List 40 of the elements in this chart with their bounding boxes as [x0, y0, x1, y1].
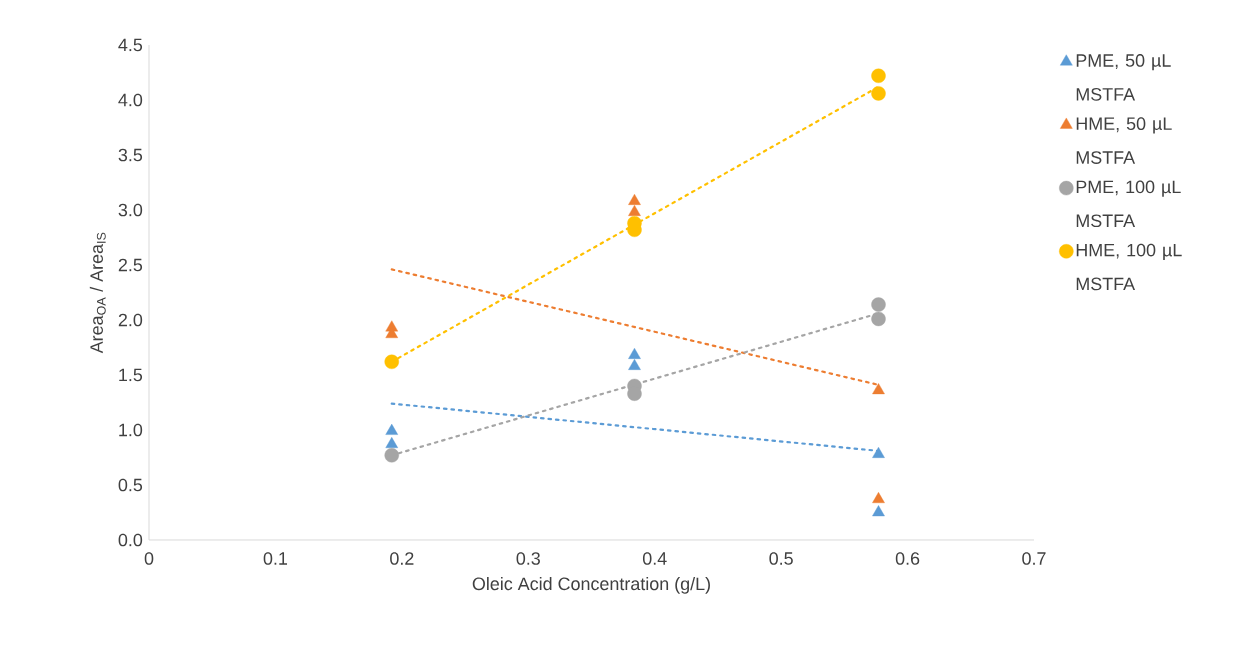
y-axis-title: Area$_{OA}$ / Area$_{IS}$	[89, 232, 106, 354]
x-tick-label: 0.4	[642, 552, 667, 565]
point	[628, 204, 641, 216]
point	[871, 86, 886, 101]
x-tick-label: 0.2	[390, 552, 414, 565]
x-tick-label: 0.1	[263, 552, 288, 565]
point	[872, 505, 885, 517]
y-tick-label: 4.5	[118, 38, 143, 52]
point	[871, 311, 886, 327]
y-tick-label: 0.0	[118, 533, 143, 547]
x-tick-label: 0	[144, 552, 154, 565]
x-tick-label: 0.3	[516, 552, 540, 565]
y-tick-label: 3.0	[118, 203, 143, 217]
point	[872, 383, 885, 395]
y-tick-label: 1.0	[119, 423, 143, 437]
y-tick-label: 2.0	[118, 313, 143, 327]
point	[628, 358, 641, 370]
point	[384, 354, 399, 369]
legend-label: HME, 100 µL MSTFA	[1076, 243, 1182, 291]
legend-label: PME, 50 µL MSTFA	[1076, 54, 1171, 101]
x-tick-label: 0.5	[769, 552, 793, 565]
y-tick-label: 4.0	[118, 93, 143, 107]
point	[384, 448, 399, 463]
point	[385, 423, 399, 435]
point	[385, 437, 399, 448]
x-tick-label: 0.6	[895, 552, 920, 565]
y-tick-label: 0.5	[118, 478, 143, 492]
legend-label: HME, 50 µL MSTFA	[1076, 117, 1172, 164]
point	[871, 297, 886, 312]
point	[872, 492, 885, 503]
y-tick-label: 1.5	[119, 368, 143, 382]
point	[872, 446, 885, 458]
x-tick-label: 0.7	[1022, 552, 1046, 565]
point	[628, 347, 641, 359]
point	[871, 68, 886, 83]
x-axis-title: Oleic Acid Concentration (g/L)	[472, 577, 710, 594]
point	[628, 193, 641, 205]
y-tick-label: 3.5	[118, 148, 143, 162]
legend-label: PME, 100 µL MSTFA	[1076, 180, 1181, 228]
y-tick-label: 2.5	[118, 258, 143, 272]
